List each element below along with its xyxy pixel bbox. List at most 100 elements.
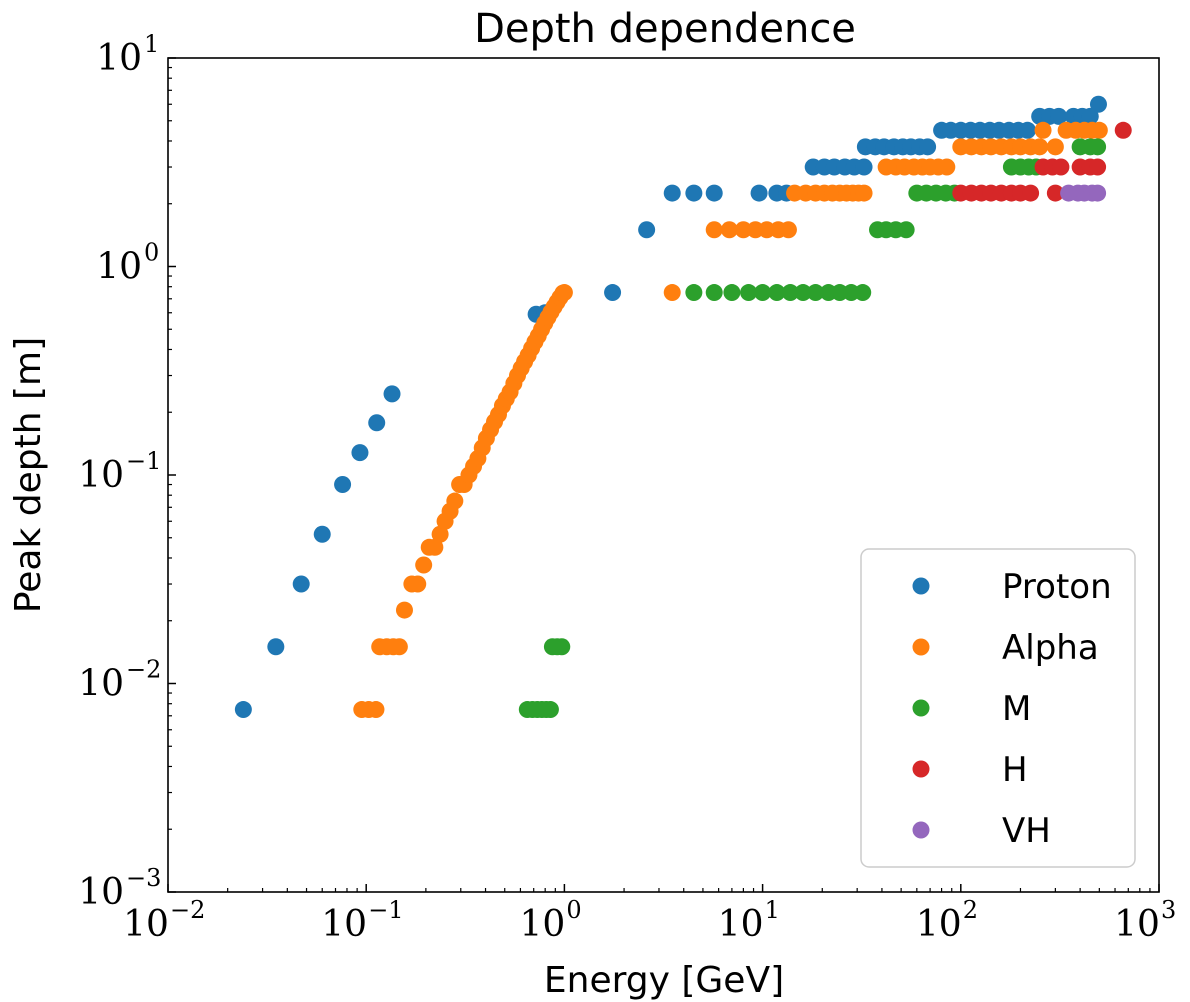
data-point (334, 476, 352, 494)
data-point (292, 575, 310, 593)
data-point (234, 701, 252, 719)
y-tick-label-exponent: −2 (126, 656, 161, 684)
data-point (750, 184, 768, 202)
y-tick-label-exponent: −1 (126, 447, 161, 475)
legend-marker (912, 577, 930, 595)
y-tick-label: 10 (78, 872, 124, 913)
legend-marker (912, 821, 930, 839)
series-m (518, 138, 1107, 719)
data-point (794, 284, 812, 302)
data-point (705, 284, 723, 302)
x-tick-label-exponent: −1 (368, 896, 403, 924)
data-point (1046, 138, 1064, 156)
x-tick-label: 10 (123, 904, 169, 945)
data-point (663, 184, 681, 202)
data-point (351, 444, 369, 462)
data-point (1089, 95, 1107, 113)
data-point (1081, 107, 1099, 125)
data-point (1089, 138, 1107, 156)
data-point (705, 184, 723, 202)
data-point (855, 184, 873, 202)
data-point (897, 221, 915, 239)
x-tick-label-exponent: 0 (566, 896, 581, 924)
data-point (390, 638, 408, 656)
data-point (368, 414, 386, 432)
series-h (952, 121, 1132, 202)
data-point (1089, 184, 1107, 202)
legend-label: Proton (1002, 567, 1112, 607)
data-point (1046, 184, 1064, 202)
data-point (919, 138, 937, 156)
data-point (415, 556, 433, 574)
data-point (854, 284, 872, 302)
data-point (740, 284, 758, 302)
y-axis-label: Peak depth [m] (8, 337, 49, 613)
y-tick-label: 10 (78, 455, 124, 496)
x-tick-label-exponent: 1 (765, 896, 780, 924)
data-point (754, 284, 772, 302)
x-tick-label: 10 (519, 904, 565, 945)
y-tick-label: 10 (96, 247, 142, 288)
legend-label: Alpha (1002, 628, 1099, 668)
x-tick-label: 10 (718, 904, 764, 945)
data-point (685, 284, 703, 302)
data-point (267, 638, 285, 656)
x-tick-label: 10 (1114, 904, 1160, 945)
x-tick-label: 10 (321, 904, 367, 945)
y-tick-label: 10 (96, 38, 142, 79)
data-point (395, 601, 413, 619)
data-point (685, 184, 703, 202)
data-point (855, 158, 873, 176)
legend-label: M (1002, 689, 1031, 729)
legend-marker (912, 638, 930, 656)
data-point (938, 158, 956, 176)
legend: Proton Alpha MH VH (860, 548, 1136, 868)
y-tick-label-exponent: −3 (126, 864, 161, 892)
data-point (663, 284, 681, 302)
data-point (431, 525, 449, 543)
data-point (367, 701, 385, 719)
chart-title: Depth dependence (474, 6, 856, 52)
data-point (555, 284, 573, 302)
data-point (1034, 121, 1052, 139)
data-point (807, 284, 825, 302)
data-point (734, 221, 752, 239)
data-point (638, 221, 656, 239)
x-tick-label-exponent: −2 (170, 896, 205, 924)
data-point (723, 284, 741, 302)
data-point (768, 284, 786, 302)
y-tick-label-exponent: 1 (144, 30, 159, 58)
y-tick-label-exponent: 0 (144, 239, 159, 267)
data-point (1090, 121, 1108, 139)
legend-marker (912, 760, 930, 778)
data-point (446, 492, 464, 510)
series-proton (234, 95, 1107, 719)
data-point (781, 284, 799, 302)
series-vh (1060, 184, 1107, 202)
data-point (541, 701, 559, 719)
data-point (779, 221, 797, 239)
legend-box (860, 548, 1136, 868)
x-tick-label-exponent: 2 (963, 896, 978, 924)
legend-label: H (1002, 750, 1028, 790)
data-point (1114, 121, 1132, 139)
data-point (604, 284, 622, 302)
x-tick-label: 10 (916, 904, 962, 945)
data-point (1089, 158, 1107, 176)
data-point (720, 221, 738, 239)
data-point (705, 221, 723, 239)
series-alpha (353, 121, 1108, 719)
data-point (1050, 107, 1068, 125)
data-point (426, 538, 444, 556)
data-point (313, 525, 331, 543)
data-point (383, 385, 401, 403)
legend-label: VH (1002, 811, 1051, 851)
data-point (1022, 184, 1040, 202)
data-point (1018, 121, 1036, 139)
data-point (1031, 138, 1049, 156)
data-point (1052, 158, 1070, 176)
y-tick-label: 10 (78, 664, 124, 705)
x-axis-label: Energy [GeV] (544, 960, 784, 1001)
data-point (409, 575, 427, 593)
